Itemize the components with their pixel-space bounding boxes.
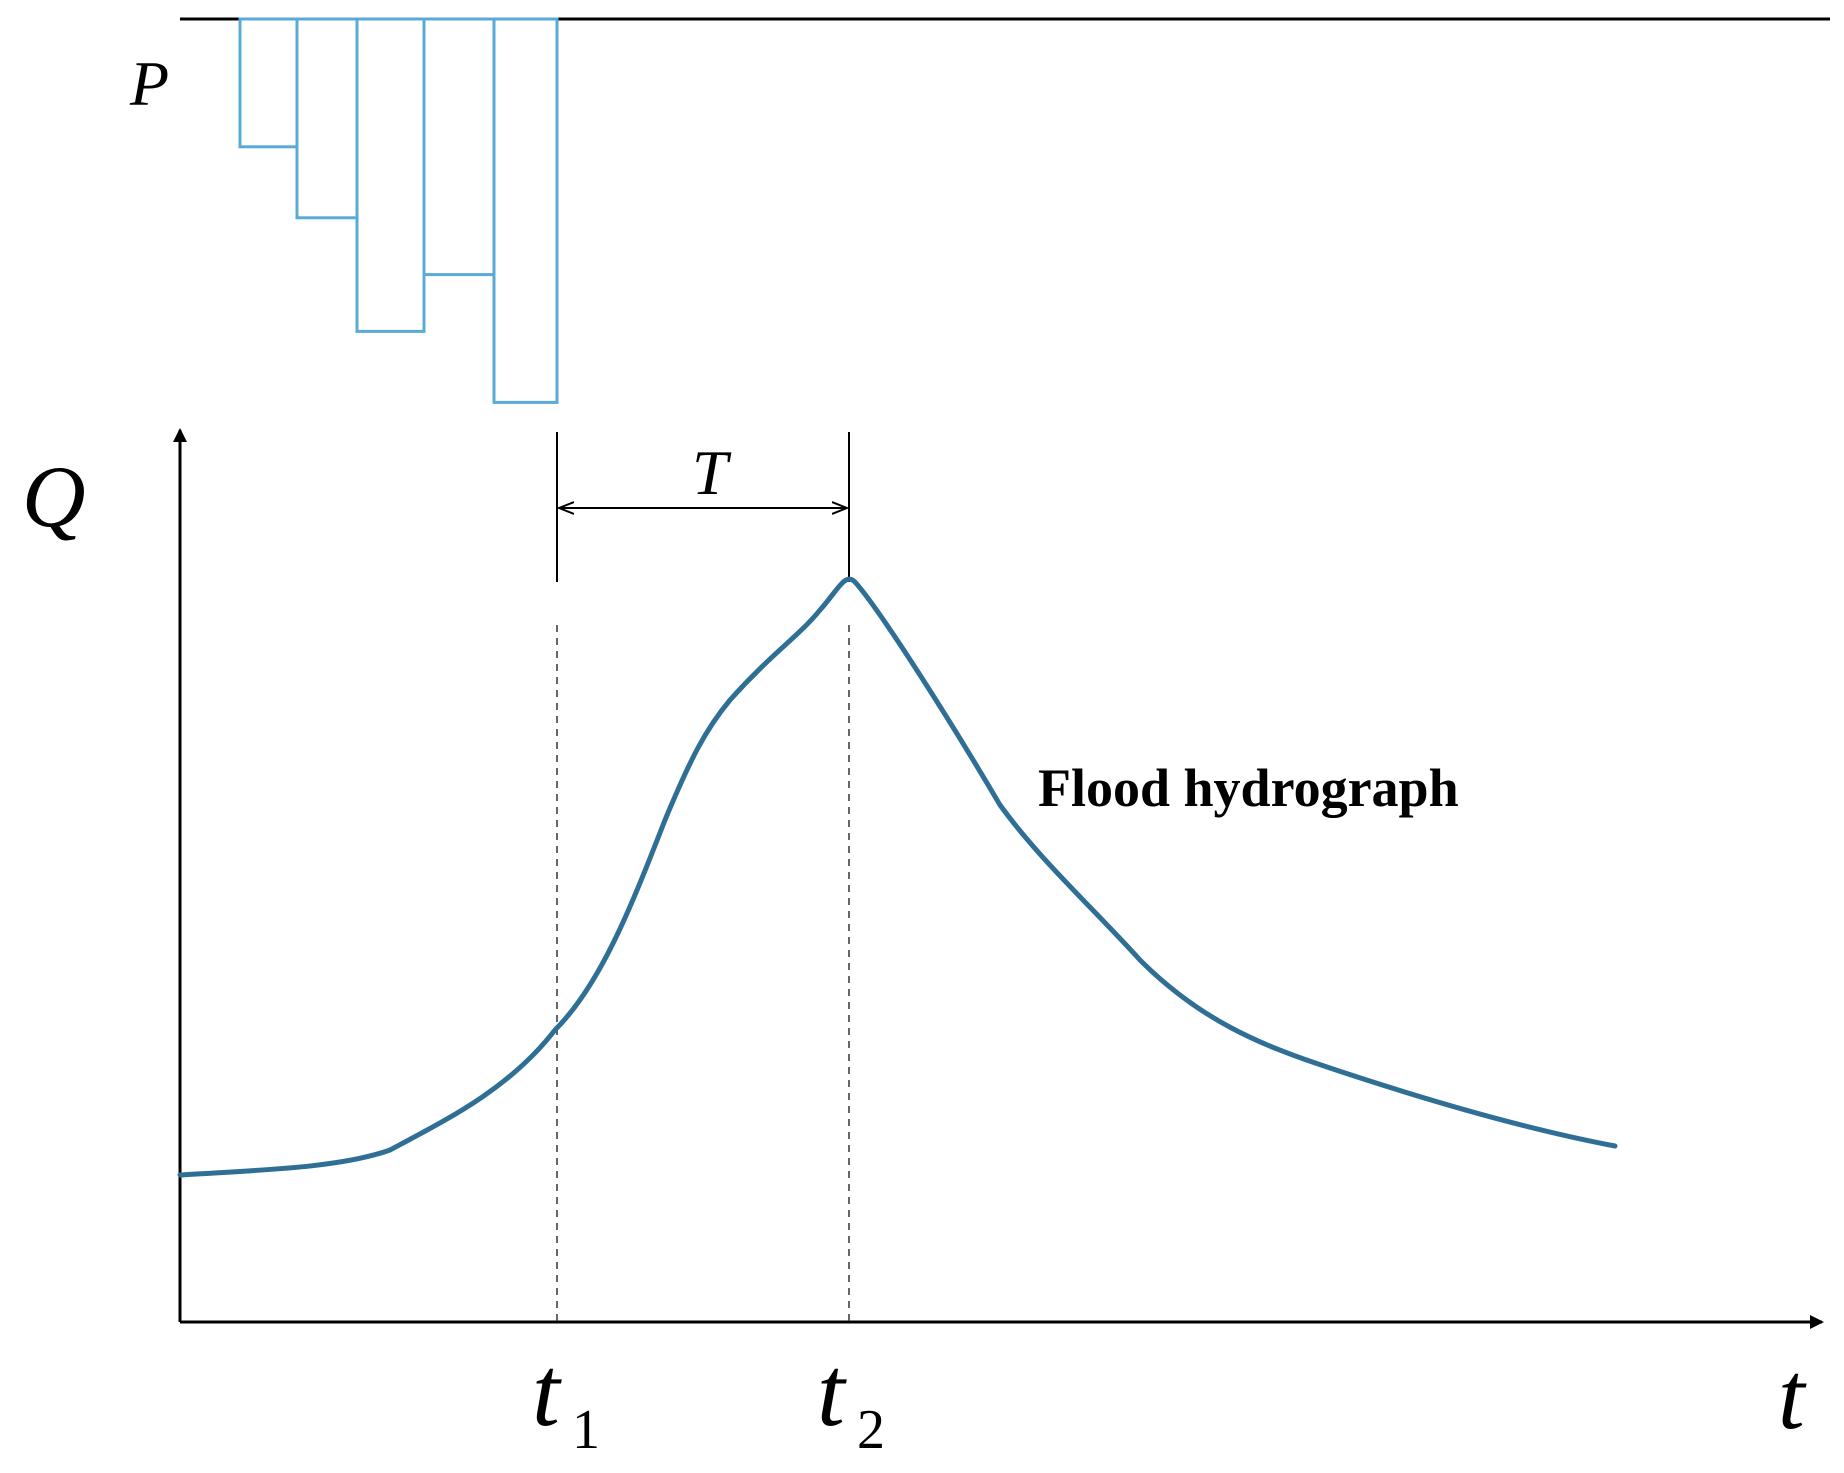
flood-hydrograph-curve bbox=[177, 576, 1618, 1178]
precip-bar-2 bbox=[295, 17, 359, 220]
lag-label: T bbox=[692, 437, 732, 508]
discharge-label: Q bbox=[22, 449, 86, 546]
time-label: t bbox=[1778, 1342, 1807, 1449]
hydrograph-label: Flood hydrograph bbox=[1038, 758, 1459, 818]
precip-bars bbox=[238, 17, 559, 404]
t1-label: t bbox=[532, 1336, 562, 1447]
precip-bar-4 bbox=[422, 17, 496, 277]
t2-label: t bbox=[817, 1336, 847, 1447]
t2-subscript: 2 bbox=[857, 1399, 885, 1461]
precip-bar-3 bbox=[355, 17, 426, 333]
precip-label: P bbox=[129, 48, 169, 119]
precip-bar-5 bbox=[492, 17, 559, 404]
precip-bar-1 bbox=[238, 17, 299, 149]
t1-subscript: 1 bbox=[572, 1399, 600, 1461]
